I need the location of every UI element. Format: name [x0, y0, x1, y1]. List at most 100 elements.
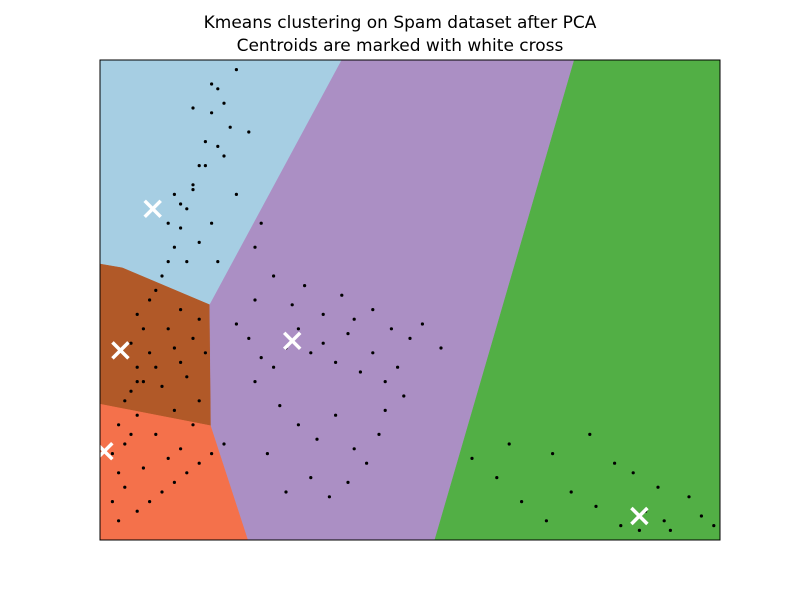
data-point: [222, 101, 226, 105]
data-point: [296, 327, 300, 331]
data-point: [123, 442, 127, 446]
data-point: [247, 336, 251, 340]
chart-title-line-1: Kmeans clustering on Spam dataset after …: [203, 13, 597, 33]
data-point: [389, 327, 393, 331]
data-point: [613, 461, 617, 465]
data-point: [135, 380, 139, 384]
data-point: [160, 274, 164, 278]
data-point: [315, 437, 319, 441]
data-point: [569, 490, 573, 494]
data-point: [141, 466, 145, 470]
data-point: [185, 375, 189, 379]
cluster-region-3: [100, 403, 249, 540]
data-point: [135, 365, 139, 369]
data-point: [148, 298, 152, 302]
data-point: [346, 480, 350, 484]
data-point: [154, 365, 158, 369]
centroid-marker: [630, 506, 649, 526]
data-point: [222, 442, 226, 446]
data-point: [631, 471, 635, 475]
data-point: [278, 404, 282, 408]
data-point: [272, 274, 276, 278]
data-point: [662, 519, 666, 523]
data-point: [129, 341, 133, 345]
data-point: [203, 351, 207, 355]
data-point: [309, 476, 313, 480]
data-point: [179, 360, 183, 364]
data-point: [495, 476, 499, 480]
data-point: [172, 480, 176, 484]
data-point: [377, 432, 381, 436]
data-point: [141, 380, 145, 384]
data-point: [309, 351, 313, 355]
data-point: [179, 308, 183, 312]
data-point: [172, 346, 176, 350]
cluster-regions: [100, 60, 720, 540]
data-point: [197, 164, 201, 168]
data-point: [699, 514, 704, 518]
data-point: [396, 365, 400, 369]
data-point: [166, 260, 170, 264]
data-point: [259, 221, 263, 225]
data-point: [402, 394, 406, 398]
data-point: [439, 346, 443, 350]
data-point: [135, 509, 139, 513]
data-point: [365, 461, 369, 465]
data-point: [160, 384, 164, 388]
data-point: [166, 456, 170, 460]
data-point: [203, 164, 207, 168]
chart-title-line-2: Centroids are marked with white cross: [236, 36, 564, 56]
data-point: [358, 370, 362, 374]
data-point: [371, 308, 375, 312]
data-point: [284, 490, 288, 494]
data-point: [290, 303, 294, 307]
data-point: [420, 322, 424, 326]
data-point: [619, 524, 623, 528]
data-point: [172, 245, 176, 249]
data-point: [272, 365, 276, 369]
data-point: [234, 192, 238, 196]
data-point: [334, 413, 338, 417]
data-point: [383, 408, 387, 412]
data-point: [123, 485, 127, 489]
cluster-region-4: [209, 60, 575, 540]
data-point: [210, 82, 214, 86]
data-point: [408, 336, 412, 340]
data-point: [712, 524, 716, 528]
data-point: [352, 317, 356, 321]
data-point: [160, 490, 164, 494]
data-point: [203, 140, 207, 144]
data-point: [470, 456, 474, 460]
data-point: [117, 423, 121, 427]
data-point: [520, 500, 524, 504]
cluster-region-5: [434, 60, 720, 540]
data-point: [172, 192, 176, 196]
data-point: [166, 327, 170, 331]
centroid-marker: [100, 441, 114, 461]
data-point: [166, 221, 170, 225]
data-point: [656, 485, 660, 489]
data-point: [117, 519, 121, 523]
data-point: [334, 360, 338, 364]
data-point: [185, 260, 189, 264]
data-point: [507, 442, 511, 446]
centroid-marker: [282, 331, 302, 351]
data-point: [371, 351, 375, 355]
data-point: [197, 399, 201, 403]
data-point: [179, 202, 183, 206]
plot-frame: [99, 59, 721, 541]
data-point: [352, 447, 356, 451]
data-point: [197, 240, 201, 244]
data-point: [253, 245, 257, 249]
data-point: [222, 154, 226, 158]
data-point: [148, 351, 152, 355]
data-point: [154, 288, 158, 292]
data-point: [110, 500, 114, 504]
data-point: [668, 528, 673, 533]
data-point: [197, 317, 201, 321]
data-point: [135, 312, 139, 316]
data-point: [179, 226, 183, 230]
data-point: [191, 106, 195, 110]
data-point: [687, 495, 691, 499]
